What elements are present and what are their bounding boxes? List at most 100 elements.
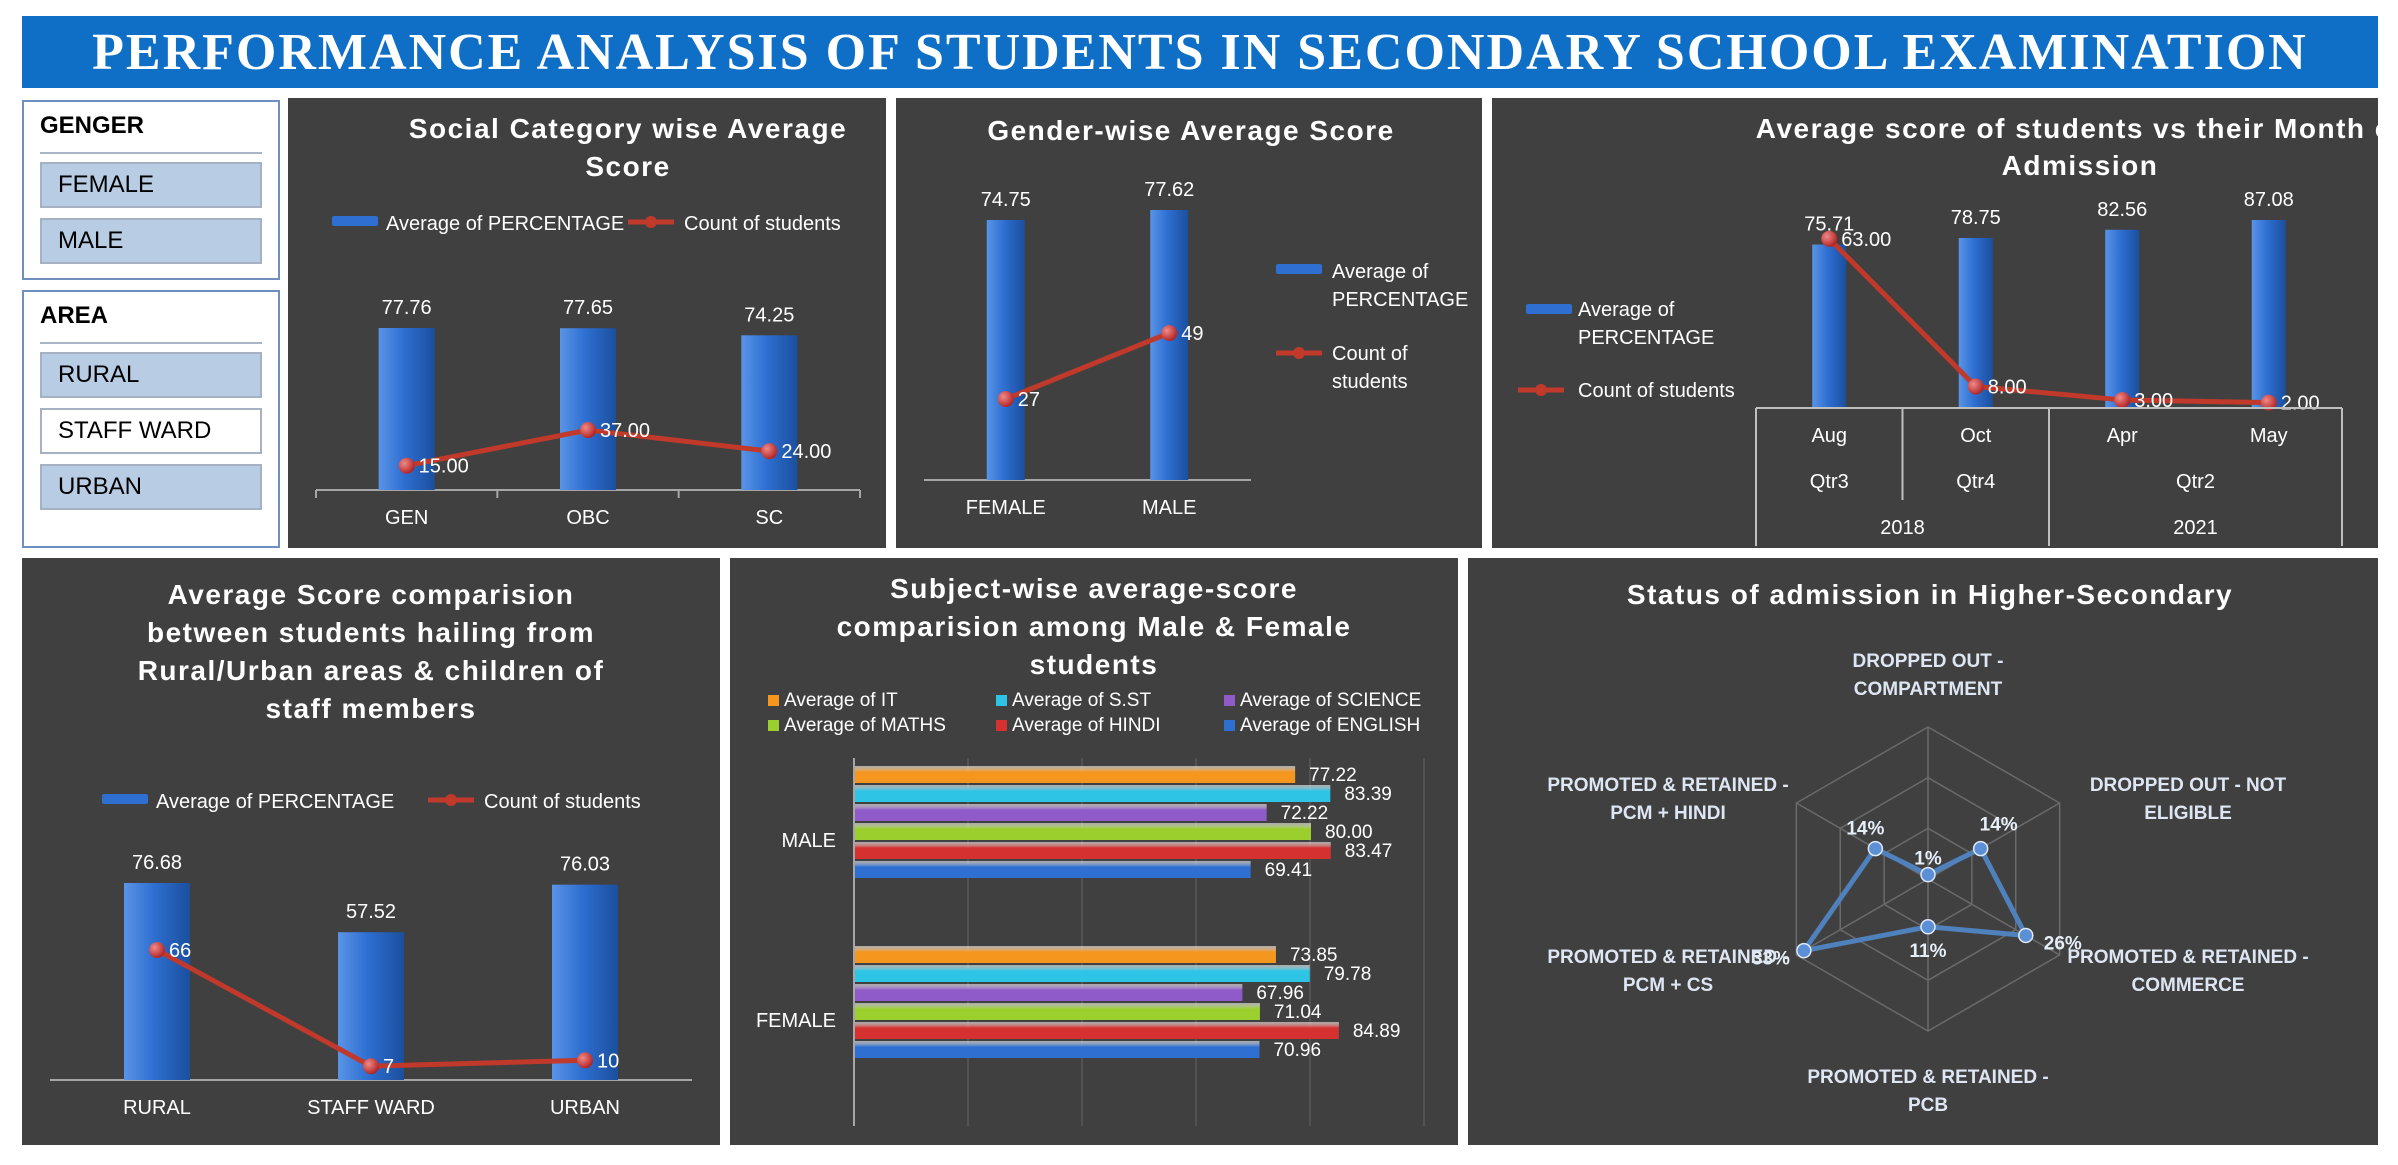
subject-data-label: 79.78 — [1324, 964, 1372, 985]
gender-chart: Gender-wise Average Score 74.75 FEMALE 77.6… — [924, 115, 1468, 519]
quarter-tick-label: Qtr4 — [1956, 471, 1995, 493]
legend-avg-label: PERCENTAGE — [1578, 327, 1714, 349]
legend-label-1: Average of S.ST — [1012, 690, 1151, 711]
legend-label-2: Average of SCIENCE — [1240, 690, 1421, 711]
social-category-chart: Social Category wise Average Score 77.76 GE… — [315, 113, 861, 529]
subject-data-label: 83.39 — [1344, 784, 1392, 805]
legend-label-3: Average of MATHS — [784, 715, 946, 736]
legend-count-line-marker — [1293, 347, 1305, 359]
bar-may — [2251, 220, 2286, 408]
bar-male — [1150, 210, 1189, 480]
bar-apr — [2105, 229, 2140, 408]
quarter-tick-label: Qtr3 — [1810, 471, 1849, 493]
count-data-label: 27 — [1018, 389, 1040, 411]
subject-data-label: 77.22 — [1309, 765, 1357, 786]
month-tick-label: May — [2250, 425, 2288, 447]
subject-panel: Subject-wise average-score comparision am… — [730, 558, 1458, 1145]
chart-title: Score — [585, 151, 670, 182]
bar-data-label: 76.03 — [560, 854, 610, 876]
category-tick-label: RURAL — [123, 1097, 191, 1119]
legend-avg-label: Average of — [1332, 261, 1429, 283]
chart-title: students — [1030, 649, 1159, 680]
chart-title: Status of admission in Higher-Secondary — [1627, 579, 2233, 610]
subject-data-label: 70.96 — [1273, 1040, 1321, 1061]
chart-title: Admission — [2002, 150, 2159, 181]
slicer-item-male[interactable]: MALE — [40, 218, 262, 264]
slicer-item-staff-ward[interactable]: STAFF WARD — [40, 408, 262, 454]
bar-data-label: 76.68 — [132, 852, 182, 874]
subject-bar-male-2 — [855, 804, 1267, 821]
bar-aug — [1812, 244, 1847, 408]
category-tick-label: URBAN — [550, 1097, 620, 1119]
chart-title: between students hailing from — [147, 617, 595, 648]
radar-category-label: ELIGIBLE — [2144, 803, 2232, 824]
count-data-label: 10 — [597, 1050, 619, 1072]
bar-data-label: 75.71 — [1804, 214, 1854, 236]
category-tick-label: MALE — [782, 830, 836, 852]
chart-title: staff members — [266, 693, 477, 724]
category-tick-label: FEMALE — [966, 497, 1046, 519]
radar-data-label: 26% — [2044, 933, 2082, 954]
status-panel: Status of admission in Higher-Secondary 1… — [1468, 558, 2378, 1145]
count-series-line — [1827, 237, 2269, 406]
area-panel: Average Score comparision between student… — [22, 558, 720, 1145]
chart-title: Average score of students vs their Month… — [1756, 113, 2378, 144]
count-point — [761, 443, 778, 460]
legend-avg-bar-swatch — [102, 794, 148, 804]
radar-point — [1867, 840, 1884, 857]
radar-point — [1920, 866, 1936, 883]
count-data-label: 66 — [169, 940, 191, 962]
slicer-item-female[interactable]: FEMALE — [40, 162, 262, 208]
count-data-label: 15.00 — [419, 456, 469, 478]
subject-data-label: 71.04 — [1274, 1002, 1322, 1023]
radar-spoke — [1795, 878, 1929, 956]
bar-data-label: 77.65 — [563, 297, 613, 319]
subject-bar-female-4 — [855, 1022, 1339, 1039]
chart-title: Rural/Urban areas & children of — [138, 655, 605, 686]
subject-data-label: 72.22 — [1281, 803, 1329, 824]
social-category-panel: Social Category wise Average Score 77.76 GE… — [288, 98, 886, 548]
quarter-tick-label: Qtr2 — [2176, 471, 2215, 493]
legend-swatch-3 — [768, 720, 779, 731]
legend-count-label: students — [1332, 371, 1408, 393]
subject-data-label: 80.00 — [1325, 822, 1373, 843]
radar-data-label: 14% — [1846, 819, 1884, 840]
legend-count-line-marker — [445, 794, 457, 806]
radar-point — [2018, 927, 2034, 944]
count-data-label: 37.00 — [600, 420, 650, 442]
subject-bar-female-0 — [855, 946, 1276, 963]
count-data-label: 3.00 — [2134, 390, 2173, 412]
subject-chart: Subject-wise average-score comparision am… — [756, 573, 1425, 1126]
legend-label-4: Average of HINDI — [1012, 715, 1161, 736]
radar-point — [1972, 840, 1989, 857]
subject-data-label: 67.96 — [1256, 983, 1304, 1004]
bar-urban — [552, 884, 618, 1080]
subject-bar-male-3 — [855, 823, 1311, 840]
dashboard-banner: PERFORMANCE ANALYSIS OF STUDENTS IN SECO… — [22, 16, 2378, 88]
bar-female — [986, 219, 1025, 480]
count-data-label: 63.00 — [1841, 229, 1891, 251]
slicer-item-rural[interactable]: RURAL — [40, 352, 262, 398]
area-slicer-title: AREA — [40, 302, 109, 329]
bar-data-label: 82.56 — [2097, 199, 2147, 221]
legend-avg-label: Average of — [1578, 299, 1675, 321]
subject-data-label: 73.85 — [1290, 945, 1338, 966]
legend-avg-bar-swatch — [1276, 264, 1322, 274]
subject-bar-female-3 — [855, 1003, 1260, 1020]
count-data-label: 24.00 — [781, 441, 831, 463]
gender-slicer-divider — [40, 152, 262, 154]
radar-category-label: PCM + HINDI — [1610, 803, 1726, 824]
slicer-item-urban[interactable]: URBAN — [40, 464, 262, 510]
radar-category-label: PCB — [1908, 1095, 1948, 1116]
radar-category-label: DROPPED OUT - NOT — [2090, 775, 2287, 796]
legend-label-5: Average of ENGLISH — [1240, 715, 1420, 736]
legend-label-0: Average of IT — [784, 690, 898, 711]
legend-count-label: Count of students — [684, 213, 841, 235]
count-point — [1967, 378, 1984, 395]
legend-swatch-1 — [996, 695, 1007, 706]
month-tick-label: Aug — [1811, 425, 1847, 447]
legend-swatch-4 — [996, 720, 1007, 731]
month-admission-panel: Average score of students vs their Month… — [1492, 98, 2378, 548]
category-tick-label: OBC — [566, 507, 609, 529]
legend-avg-bar-swatch — [1526, 304, 1572, 314]
